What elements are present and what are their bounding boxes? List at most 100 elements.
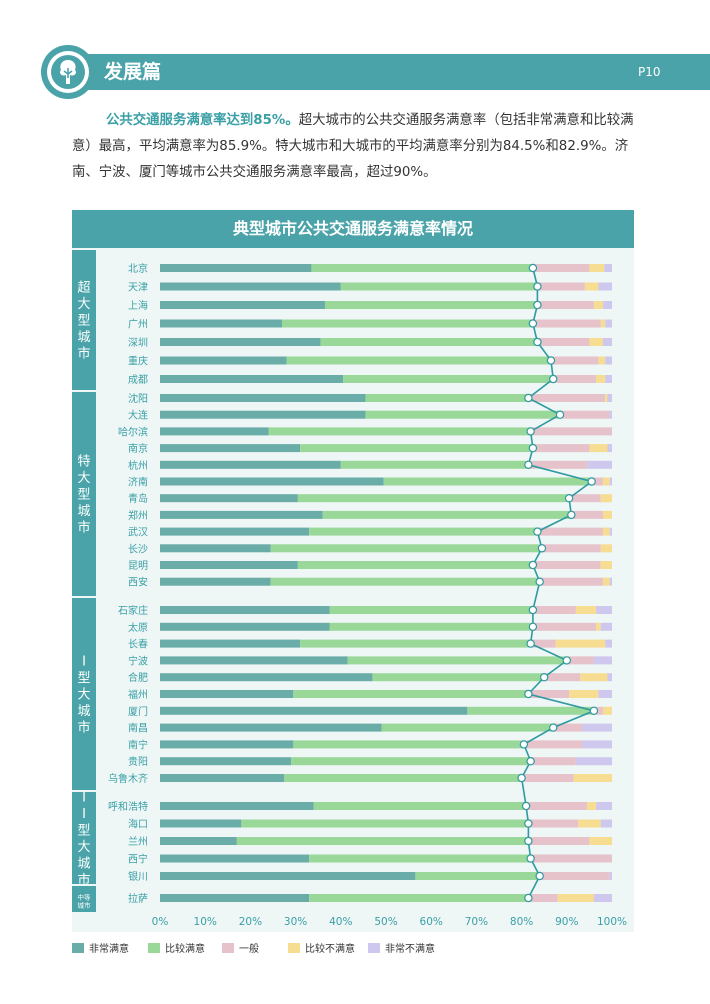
- bar-segment: [160, 544, 271, 553]
- group-label: I I 型大城市: [77, 790, 90, 888]
- bar-segment: [160, 723, 382, 732]
- satisfaction-marker: [533, 337, 542, 347]
- legend-swatch: [148, 943, 160, 953]
- bar-segment: [541, 544, 601, 553]
- bar-segment: [530, 854, 612, 863]
- group-label: 中等城市: [78, 893, 92, 910]
- bar-segment: [528, 837, 590, 845]
- satisfaction-marker: [524, 819, 533, 828]
- bar-segment: [598, 690, 612, 698]
- bar-segment: [160, 606, 330, 614]
- x-tick-label: 50%: [374, 916, 397, 928]
- bar-segment: [607, 394, 612, 402]
- city-label: 青岛: [128, 492, 148, 505]
- bar-segment: [600, 819, 612, 828]
- bar-segment: [160, 757, 292, 766]
- bar-segment: [593, 894, 612, 902]
- city-label: 郑州: [128, 509, 148, 522]
- city-label: 沈阳: [128, 392, 148, 405]
- bar-segment: [467, 706, 594, 715]
- group-label: I 型大城市: [77, 655, 90, 736]
- bar-segment: [609, 577, 612, 586]
- bar-segment: [605, 319, 612, 328]
- bar-segment: [575, 757, 612, 766]
- bar-segment: [372, 673, 545, 682]
- city-label: 天津: [128, 282, 148, 294]
- legend-item: 非常不满意: [368, 942, 435, 958]
- bar-segment: [293, 740, 524, 749]
- bar-segment: [270, 544, 542, 553]
- bar-segment: [600, 319, 606, 328]
- bar-segment: [270, 577, 540, 586]
- bar-segment: [589, 444, 608, 453]
- satisfaction-marker: [555, 410, 565, 419]
- bar-segment: [569, 690, 599, 698]
- bar-segment: [160, 494, 298, 503]
- satisfaction-marker: [540, 673, 549, 682]
- city-label: 宁波: [128, 654, 148, 667]
- bar-segment: [297, 494, 570, 503]
- bar-segment: [602, 527, 610, 536]
- bar-segment: [596, 375, 606, 383]
- bar-segment: [609, 872, 612, 880]
- bar-segment: [605, 356, 612, 365]
- page-number: P10: [638, 65, 661, 79]
- bar-segment: [160, 740, 294, 749]
- intro-body: 超大城市的公共交通服务满意率（包括非常满意和比较满意）最高，平均满意率为85.9…: [72, 113, 634, 180]
- bar-segment: [343, 375, 554, 383]
- bar-segment: [537, 338, 590, 346]
- satisfaction-marker: [519, 740, 529, 749]
- satisfaction-marker: [535, 871, 544, 881]
- group-label-box: [72, 392, 96, 596]
- bar-segment: [286, 356, 551, 365]
- satisfaction-marker: [524, 836, 533, 846]
- bar-segment: [600, 622, 612, 631]
- group-label-box: [72, 250, 96, 390]
- bar-segment: [532, 561, 601, 569]
- bar-segment: [160, 706, 468, 715]
- satisfaction-marker: [524, 893, 533, 903]
- city-label: 广州: [128, 319, 148, 331]
- bar-segment: [530, 427, 612, 436]
- bar-segment: [415, 872, 540, 880]
- city-label: 成都: [128, 374, 148, 386]
- city-label: 哈尔滨: [118, 425, 148, 438]
- satisfaction-marker: [528, 443, 538, 453]
- satisfaction-marker: [564, 493, 574, 503]
- group-label-box: [72, 792, 96, 884]
- group-label-box: [72, 886, 96, 912]
- bar-segment: [584, 282, 599, 291]
- bar-segment: [300, 639, 531, 648]
- group-label-box: [72, 598, 96, 790]
- legend-label: 一般: [239, 944, 259, 955]
- bar-segment: [282, 319, 533, 328]
- bar-segment: [236, 837, 529, 845]
- bar-segment: [609, 527, 612, 536]
- x-tick-label: 20%: [239, 916, 262, 928]
- legend-item: 比较不满意: [288, 942, 355, 958]
- bar-segment: [160, 319, 283, 328]
- bar-segment: [537, 301, 594, 309]
- bar-segment: [589, 338, 603, 346]
- city-label: 南京: [128, 442, 148, 455]
- satisfaction-marker: [517, 773, 526, 783]
- city-label: 北京: [128, 262, 148, 275]
- bar-segment: [587, 802, 597, 810]
- legend-label: 比较不满意: [305, 944, 355, 955]
- satisfaction-marker: [533, 300, 542, 310]
- bar-segment: [309, 894, 529, 902]
- bar-segment: [573, 774, 612, 782]
- satisfaction-marker: [526, 757, 535, 766]
- bar-segment: [293, 690, 529, 698]
- bar-segment: [313, 802, 527, 810]
- bar-segment: [600, 544, 612, 553]
- bar-segment: [329, 606, 533, 614]
- bar-segment: [528, 394, 606, 402]
- bar-segment: [593, 301, 603, 309]
- satisfaction-marker: [524, 393, 533, 403]
- bar-segment: [329, 622, 533, 631]
- bar-segment: [160, 264, 312, 272]
- bar-segment: [160, 561, 298, 569]
- bar-segment: [532, 622, 597, 631]
- bar-segment: [569, 494, 601, 503]
